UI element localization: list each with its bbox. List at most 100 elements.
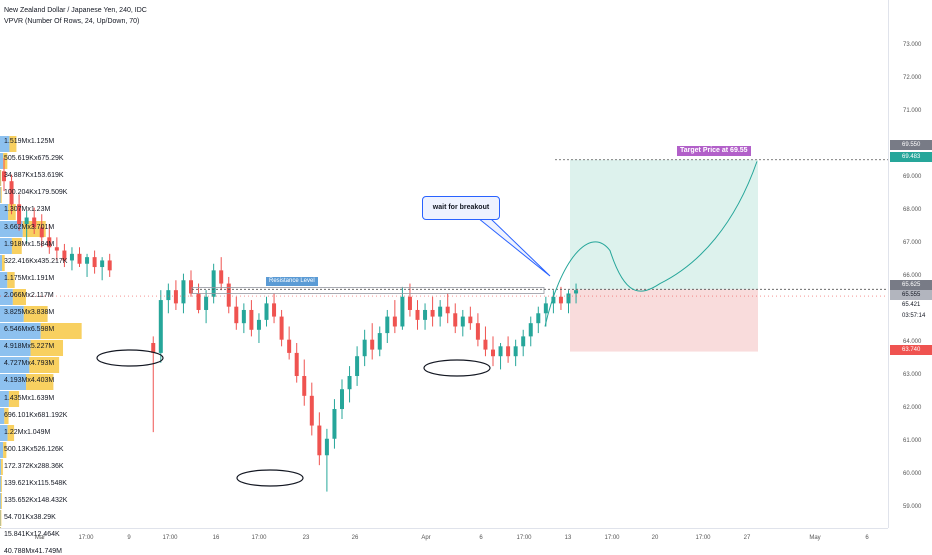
breakout-callout[interactable]: wait for breakout: [422, 196, 500, 220]
chart-area[interactable]: New Zealand Dollar / Japanese Yen, 240, …: [0, 0, 888, 555]
chart-canvas[interactable]: [0, 0, 888, 528]
volume-profile-label: 15.841Kx12.464K: [4, 531, 60, 539]
price-axis[interactable]: 73.00072.00071.00070.00069.00068.00067.0…: [888, 0, 932, 528]
time-axis[interactable]: Mar 17:00 9 17:00 16 17:00 23 26 Apr 6 17:00 13 17:0…: [0, 528, 888, 551]
price-tag: 65.421: [890, 300, 932, 310]
price-tag: 69.550: [890, 140, 932, 150]
volume-down-bar: [0, 476, 2, 492]
volume-profile-label: 3.825Mx3.838M: [4, 309, 55, 316]
candle-body: [566, 293, 571, 304]
price-tag: 03:57:14: [890, 311, 932, 321]
candle-body: [513, 346, 518, 357]
candle-body: [558, 296, 563, 304]
volume-up-bar: [0, 357, 30, 373]
candle-body: [407, 296, 412, 310]
candle-body: [204, 296, 209, 310]
volume-profile-label: 135.652Kx148.432K: [4, 497, 68, 505]
volume-profile-label: 1.175Mx1.191M: [4, 274, 55, 282]
support-ellipse: [423, 359, 491, 377]
indicator-label: VPVR (Number Of Rows, 24, Up/Down, 70): [4, 18, 140, 25]
volume-up-bar: [0, 374, 27, 390]
volume-up-bar: [0, 221, 23, 237]
candle-body: [309, 395, 314, 426]
price-tick: 61.000: [903, 438, 922, 445]
candle-body: [158, 300, 163, 353]
target-price-label: Target Price at 69.55: [677, 145, 751, 156]
time-tick: 17:00: [695, 535, 711, 541]
volume-profile-label: 322.416Kx435.217K: [4, 257, 68, 265]
volume-profile-label: 1.307Mx1.23M: [4, 206, 51, 214]
time-tick: May: [809, 535, 821, 541]
candle-body: [17, 204, 22, 225]
candle-body: [151, 342, 156, 353]
candle-body: [332, 409, 337, 439]
time-tick: 17:00: [604, 535, 620, 541]
volume-profile-label: 1.519Mx1.125M: [4, 138, 55, 145]
price-tick: 64.000: [903, 338, 922, 345]
volume-profile-label: 100.204Kx179.509K: [4, 189, 68, 197]
time-tick: 6: [865, 535, 869, 541]
volume-up-bar: [0, 391, 9, 407]
volume-profile-label: 505.619Kx675.29K: [4, 155, 64, 163]
resistance-label: Resistance Level: [266, 277, 318, 287]
time-tick: 20: [651, 535, 659, 541]
volume-profile-label: 34.887Kx153.619K: [4, 172, 64, 180]
candle-body: [475, 323, 480, 340]
loss-zone: [570, 289, 758, 352]
time-tick: 26: [351, 535, 359, 541]
candle-body: [536, 313, 541, 324]
volume-profile-label: 1.918Mx1.584M: [4, 240, 55, 248]
volume-up-bar: [0, 459, 2, 475]
candle-body: [234, 306, 239, 324]
volume-down-bar: [0, 187, 2, 203]
time-tick: 27: [743, 535, 751, 541]
time-tick: 17:00: [251, 535, 267, 541]
price-tag: 65.555: [890, 290, 932, 300]
price-tick: 63.000: [903, 372, 922, 378]
volume-down-bar: [26, 374, 54, 390]
price-tick: 66.000: [903, 272, 922, 279]
candle-body: [543, 303, 548, 314]
volume-down-bar: [40, 323, 82, 339]
price-tick: 62.000: [903, 405, 922, 412]
candle-body: [453, 313, 458, 327]
candle-body: [196, 293, 201, 310]
candle-body: [249, 309, 254, 330]
candle-body: [483, 339, 488, 350]
candle-body: [294, 352, 299, 377]
price-tick: 71.000: [903, 107, 922, 114]
price-tick: 67.000: [903, 239, 922, 246]
volume-profile-label: 1.22Mx1.049M: [4, 428, 51, 436]
price-tick: 73.000: [903, 41, 922, 48]
candle-body: [438, 306, 443, 317]
volume-up-bar: [0, 136, 10, 152]
volume-profile-label: 2.066Mx2.117M: [4, 291, 54, 299]
candle-body: [468, 316, 473, 324]
volume-down-bar: [3, 153, 8, 169]
projection-path: [544, 161, 758, 327]
candle-body: [498, 346, 503, 357]
volume-profile-label: 696.101Kx681.192K: [4, 411, 68, 419]
candle-body: [415, 309, 420, 320]
volume-up-bar: [0, 340, 31, 356]
price-tick: 59.000: [903, 504, 922, 511]
volume-profile-label: 172.372Kx288.36K: [4, 462, 64, 470]
volume-down-bar: [4, 408, 9, 424]
volume-profile-label: 3.662Mx3.701M: [4, 223, 55, 231]
volume-up-bar: [0, 476, 1, 492]
candle-body: [355, 356, 360, 377]
volume-profile-label: 6.546Mx6.598M: [4, 326, 55, 334]
time-tick: 9: [127, 535, 131, 541]
time-tick: 17:00: [78, 535, 94, 541]
time-tick: Apr: [421, 535, 431, 541]
profit-zone: [570, 159, 758, 290]
time-tick: 23: [302, 535, 310, 541]
volume-up-bar: [0, 408, 5, 424]
candle-body: [32, 217, 37, 228]
price-tag: 69.483: [890, 152, 932, 162]
candle-body: [551, 296, 556, 304]
candle-body: [370, 339, 375, 350]
candle-body: [173, 290, 178, 304]
candle-body: [423, 309, 428, 320]
volume-profile-label: 4.193Mx4.403M: [4, 377, 55, 385]
